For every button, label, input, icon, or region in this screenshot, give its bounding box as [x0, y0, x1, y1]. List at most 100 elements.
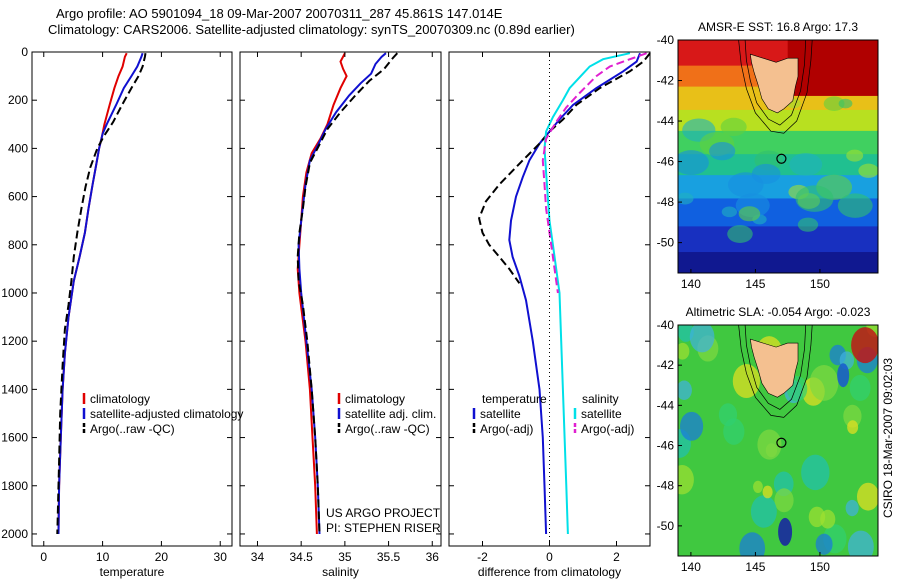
sla-anomaly	[689, 325, 715, 353]
map-x-tick-label: 145	[745, 277, 765, 291]
legend-label: climatology	[90, 392, 150, 406]
map-y-tick-label: -46	[657, 439, 675, 453]
profile-panel-salinity: 34 34.5 35 35.5 36 salinity	[239, 51, 442, 579]
series-line-temperature-1	[57, 52, 144, 535]
slope-contour	[738, 40, 813, 134]
sst-eddy	[720, 117, 747, 137]
profile-plots: 0 10 20 30020040060080010001200140016001800…	[1, 45, 651, 579]
map-frame-sst	[677, 39, 879, 274]
shelf-contour	[744, 325, 807, 410]
sla-anomaly	[718, 403, 738, 427]
sst-band	[678, 226, 878, 254]
series-line-salinity-0	[296, 52, 348, 535]
sst-eddy	[846, 149, 864, 162]
map-y-tick-label: -44	[657, 114, 675, 128]
x-tick-label: 2	[613, 550, 620, 564]
series-line-salinity-2	[296, 52, 399, 535]
sst-warm-region	[787, 40, 878, 96]
legend-label: Argo(..raw -QC)	[345, 422, 430, 436]
map-y-tick-label: -42	[657, 358, 675, 372]
sla-anomaly	[843, 404, 862, 428]
sst-eddy	[837, 193, 873, 218]
sla-anomaly	[809, 364, 839, 401]
sla-anomaly	[732, 364, 761, 399]
map-x-tick-label: 150	[810, 560, 830, 574]
tasmania-landmass	[749, 338, 799, 398]
y-tick-label: 1800	[1, 479, 28, 493]
sla-anomaly	[678, 464, 694, 495]
legend-label: Argo(-adj)	[480, 422, 533, 436]
x-tick-label: -2	[477, 550, 488, 564]
y-tick-label: 200	[8, 93, 28, 107]
slope-contour	[738, 325, 813, 418]
sla-anomaly	[678, 380, 692, 400]
map-x-tick-label: 140	[681, 560, 701, 574]
sla-anomaly	[801, 454, 830, 491]
header-line-1: Argo profile: AO 5901094_18 09-Mar-2007 …	[56, 6, 503, 21]
sla-low-anomaly	[778, 517, 793, 546]
sla-anomaly	[678, 342, 690, 360]
map-panel-sst: AMSR-E SST: 16.8 Argo: 17.3 140 145 150 -40 -…	[657, 20, 879, 291]
map-y-tick-label: -44	[657, 398, 675, 412]
map-title-sst: AMSR-E SST: 16.8 Argo: 17.3	[698, 20, 858, 34]
map-y-tick-label: -46	[657, 155, 675, 169]
series-line-difference-1	[478, 52, 651, 284]
sst-eddy	[738, 206, 761, 222]
header-line-2: Climatology: CARS2006. Satellite-adjuste…	[48, 22, 575, 37]
sla-anomaly	[856, 482, 878, 511]
x-tick-label: 0	[546, 550, 553, 564]
sla-anomaly	[847, 420, 859, 434]
sst-eddy	[789, 152, 823, 176]
y-tick-label: 1000	[1, 286, 28, 300]
sla-anomaly	[750, 495, 777, 528]
sst-eddy	[678, 150, 709, 175]
x-tick-label: 0	[40, 550, 47, 564]
annotation-pi: PI: STEPHEN RISER	[326, 521, 441, 535]
legend-group-title: salinity	[582, 392, 619, 406]
y-tick-label: 800	[8, 238, 28, 252]
series-line-difference-0	[508, 52, 641, 535]
sst-band	[678, 252, 878, 273]
sst-eddy	[823, 96, 845, 111]
sst-eddy	[678, 192, 694, 205]
annotation-project: US ARGO PROJECT	[326, 506, 441, 520]
shelf-contour	[744, 40, 807, 126]
x-axis-label-difference: difference from climatology	[478, 565, 621, 579]
series-line-temperature-2	[56, 53, 147, 535]
map-y-tick-label: -50	[657, 236, 675, 250]
x-tick-label: 10	[96, 550, 110, 564]
sla-anomaly	[680, 411, 704, 441]
legend-difference: temperaturesatelliteArgo(-adj)salinitysa…	[472, 392, 634, 436]
sla-anomaly	[739, 532, 766, 556]
y-tick-label: 400	[8, 141, 28, 155]
series-line-difference-2	[543, 52, 631, 535]
sla-anomaly	[753, 480, 763, 494]
series-line-temperature-0	[57, 52, 128, 535]
map-y-tick-label: -48	[657, 195, 675, 209]
map-y-tick-label: -40	[657, 33, 675, 47]
map-x-tick-label: 145	[745, 560, 765, 574]
sla-anomaly	[757, 429, 782, 460]
sla-anomaly	[774, 488, 794, 513]
sst-eddy	[795, 185, 834, 212]
map-y-tick-label: -40	[657, 318, 675, 332]
sst-eddy	[838, 98, 853, 109]
y-tick-label: 0	[21, 45, 28, 59]
legend-label: Argo(..raw -QC)	[90, 422, 175, 436]
y-tick-label: 2000	[1, 527, 28, 541]
sla-anomaly	[815, 533, 833, 555]
map-image-sla	[678, 325, 878, 556]
x-tick-label: 34.5	[289, 550, 313, 564]
y-tick-label: 600	[8, 190, 28, 204]
sst-eddy	[858, 163, 878, 178]
map-image-sst	[678, 40, 878, 273]
map-frame-sla	[677, 324, 879, 557]
x-tick-label: 34	[251, 550, 265, 564]
y-tick-label: 1600	[1, 431, 28, 445]
sla-anomaly	[849, 374, 871, 402]
sla-low-anomaly	[837, 363, 850, 388]
legend-label: satellite-adjusted climatology	[90, 407, 243, 421]
